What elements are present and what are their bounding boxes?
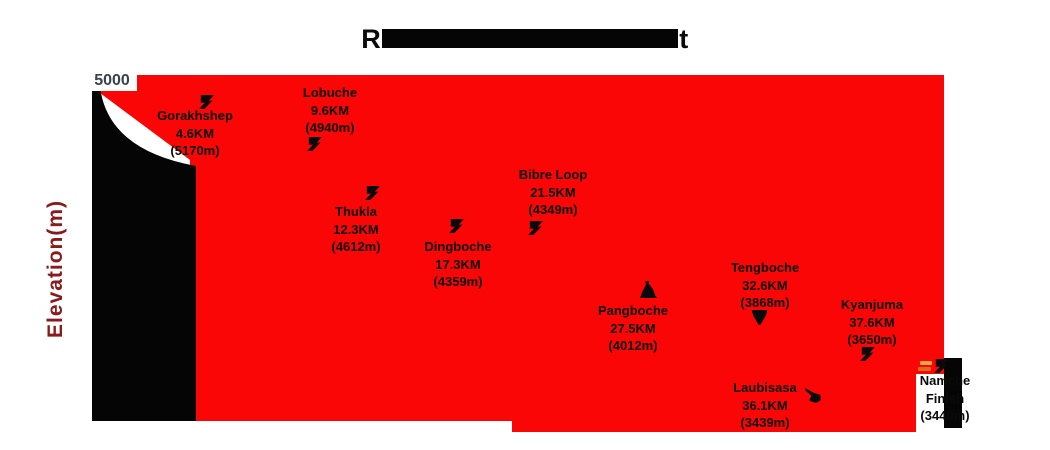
- chart-title-suffix: t: [679, 24, 689, 54]
- waypoint-name: Lobuche: [302, 85, 358, 100]
- waypoint-elevation: (3650m): [847, 332, 897, 347]
- waypoint-name: Gorakhshep: [157, 108, 233, 123]
- chart-title-prefix: R: [361, 24, 382, 54]
- waypoint-name: Bibre Loop: [518, 167, 588, 182]
- y-axis-tick-5000: 5000: [87, 70, 137, 91]
- waypoint-distance: 12.3KM: [333, 221, 379, 237]
- waypoint-elevation: (4940m): [305, 120, 355, 135]
- waypoint-label-bibre-loop: Bibre Loop 21.5KM (4349m): [505, 166, 601, 219]
- waypoint-name: Kyanjuma: [840, 297, 904, 312]
- red-elevation-area-shape: [96, 75, 944, 432]
- waypoint-label-kyanjuma: Kyanjuma 37.6KM (3650m): [824, 296, 920, 349]
- waypoint-name: Namche: [919, 373, 971, 388]
- waypoint-elevation: (3439m): [740, 415, 790, 430]
- y-axis-label: Elevation(m): [44, 199, 67, 339]
- waypoint-distance: 9.6KM: [310, 102, 350, 118]
- waypoint-elevation: (4612m): [331, 239, 381, 254]
- waypoint-distance: 36.1KM: [742, 397, 788, 413]
- waypoint-elevation: (3440m): [920, 408, 970, 423]
- waypoint-elevation: (4012m): [608, 338, 658, 353]
- waypoint-name: Pangboche: [597, 303, 669, 318]
- waypoint-distance: 21.5KM: [530, 184, 576, 200]
- waypoint-elevation: (3868m): [740, 295, 790, 310]
- waypoint-name-2: Finish: [925, 390, 965, 406]
- finish-dash-dark-icon: [918, 367, 931, 371]
- black-overlay-area-shape: [92, 87, 196, 421]
- waypoint-label-namche-finish: Namche Finish (3440m): [897, 372, 993, 425]
- finish-bar-shape: [944, 358, 962, 428]
- waypoint-label-laubisasa: Laubisasa 36.1KM (3439m): [717, 379, 813, 432]
- waypoint-name: Thukla: [335, 204, 377, 219]
- waypoint-distance: 4.6KM: [175, 125, 215, 141]
- finish-dash-light-icon: [920, 361, 932, 365]
- waypoint-label-lobuche: Lobuche 9.6KM (4940m): [282, 84, 378, 137]
- waypoint-distance: 17.3KM: [435, 256, 481, 272]
- waypoint-name: Tengboche: [730, 260, 800, 275]
- waypoint-distance: 32.6KM: [742, 277, 788, 293]
- waypoint-label-thukla: Thukla 12.3KM (4612m): [308, 203, 404, 256]
- waypoint-distance: 37.6KM: [849, 314, 895, 330]
- waypoint-label-dingboche: Dingboche 17.3KM (4359m): [410, 238, 506, 291]
- waypoint-elevation: (4349m): [528, 202, 578, 217]
- waypoint-label-gorakhshep: Gorakhshep 4.6KM (5170m): [147, 107, 243, 160]
- waypoint-elevation: (4359m): [433, 274, 483, 289]
- waypoint-label-pangboche: Pangboche 27.5KM (4012m): [585, 302, 681, 355]
- waypoint-elevation: (5170m): [170, 143, 220, 158]
- waypoint-name: Dingboche: [424, 239, 492, 254]
- waypoint-label-tengboche: Tengboche 32.6KM (3868m): [717, 259, 813, 312]
- title-redaction-bar: [382, 29, 679, 48]
- waypoint-distance: 27.5KM: [610, 320, 656, 336]
- waypoint-name: Laubisasa: [733, 380, 797, 395]
